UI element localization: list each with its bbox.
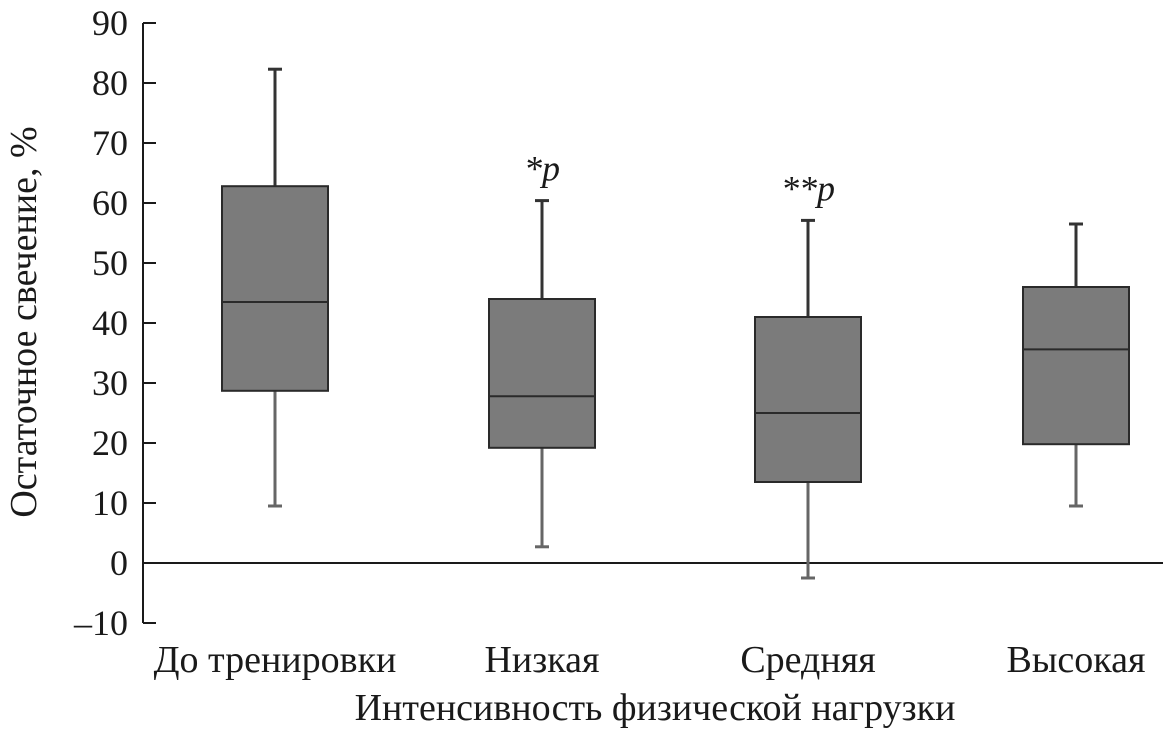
y-tick-label: 70 xyxy=(92,123,128,163)
x-category-label: Высокая xyxy=(1007,639,1146,681)
y-tick-label: 90 xyxy=(92,3,128,43)
y-tick-label: 40 xyxy=(92,303,128,343)
iqr-box xyxy=(488,298,596,449)
significance-annotation: **p xyxy=(781,168,835,208)
box-3: **p xyxy=(754,168,862,580)
x-axis-title: Интенсивность физической нагрузки xyxy=(355,687,956,729)
x-category-label: Низкая xyxy=(484,639,599,681)
iqr-box xyxy=(754,316,862,483)
iqr-box xyxy=(1022,286,1130,446)
significance-annotation: *p xyxy=(524,149,560,189)
y-axis-title: Остаточное свечение, % xyxy=(3,126,45,517)
x-category-label: До тренировки xyxy=(154,639,397,681)
y-tick-label: 80 xyxy=(92,63,128,103)
x-category-labels: До тренировки Низкая Средняя Высокая xyxy=(154,639,1146,681)
y-tick-label: 50 xyxy=(92,243,128,283)
x-category-label: Средняя xyxy=(740,639,875,681)
y-tick-label: 0 xyxy=(110,543,128,583)
y-tick-label: 20 xyxy=(92,423,128,463)
y-axis: –10 0 10 20 30 40 50 60 70 80 90 xyxy=(73,3,1163,643)
box-2: *p xyxy=(488,149,596,549)
y-tick-label: 30 xyxy=(92,363,128,403)
y-tick-label: –10 xyxy=(73,603,128,643)
iqr-box xyxy=(221,185,329,392)
y-tick-label: 60 xyxy=(92,183,128,223)
box-series: *p **p xyxy=(221,67,1130,580)
box-4 xyxy=(1022,222,1130,508)
y-tick-label: 10 xyxy=(92,483,128,523)
box-1 xyxy=(221,67,329,508)
